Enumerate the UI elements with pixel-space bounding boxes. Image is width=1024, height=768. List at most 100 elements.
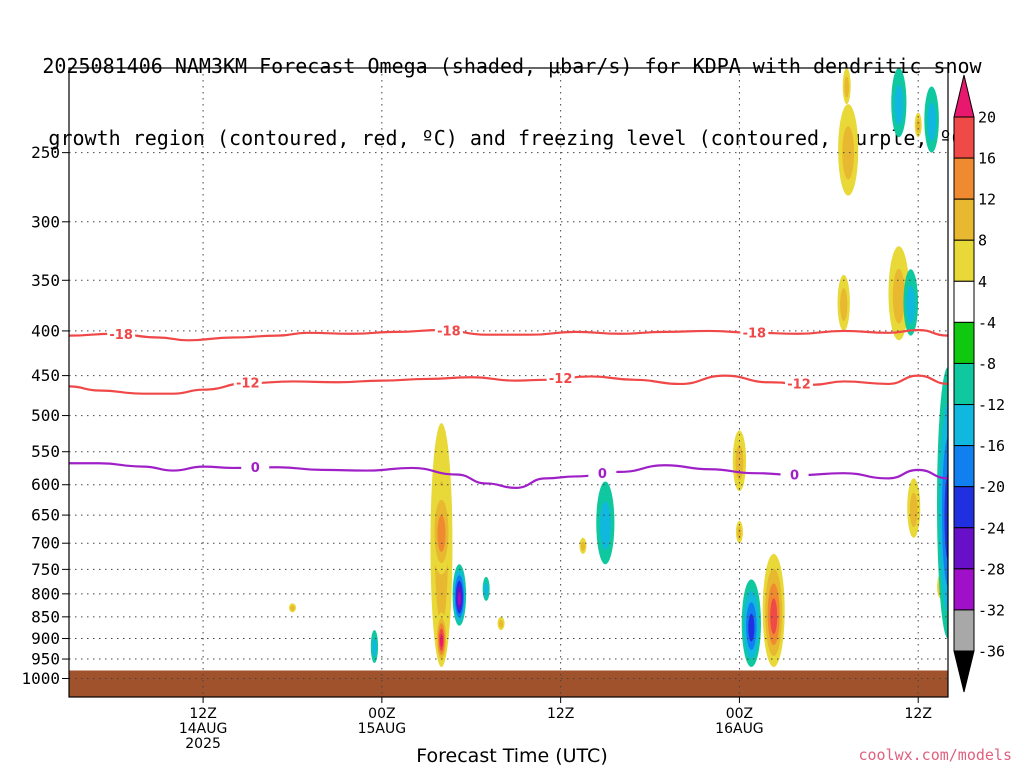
colorbar-label-7: -12: [978, 396, 1005, 414]
omega-area-4-level-1: [484, 582, 489, 597]
ytick-label-1000: 1000: [21, 669, 60, 688]
colorbar-top-arrow: [953, 74, 975, 118]
colorbar-label-8: -16: [978, 437, 1005, 455]
contour-label-bg-1-2: [785, 376, 814, 391]
ytick-label-250: 250: [31, 143, 60, 162]
colorbar-bin-2: [953, 198, 975, 241]
colorbar-bin-5: [953, 321, 975, 364]
contour-line-0-2: [69, 462, 948, 489]
credit-link[interactable]: coolwx.com/models: [858, 746, 1012, 764]
omega-area-14-level-1: [844, 76, 850, 98]
xtick-label-4-0: 12Z: [905, 706, 932, 722]
ytick-label-300: 300: [31, 212, 60, 231]
contour-label-bg-2-2: [780, 467, 809, 482]
omega-area-2-level-4: [440, 633, 443, 648]
contour-label--18-2: -18: [743, 326, 767, 341]
omega-area-6-level-1: [499, 619, 504, 628]
ytick-label-900: 900: [31, 629, 60, 648]
omega-area-22-level-1: [909, 492, 918, 528]
colorbar-bin-1: [953, 157, 975, 200]
omega-area-3-level-5: [457, 591, 461, 606]
colorbar-label-2: 12: [978, 191, 996, 209]
omega-area-19-level-1: [906, 285, 916, 324]
omega-area-12-level-3: [748, 613, 755, 642]
xtick-label-2-0: 12Z: [547, 706, 574, 722]
colorbar: 20 16 12 8 4 -4 -8 -12 -16 -20 -24 -28 -32 -36: [953, 74, 1005, 693]
colorbar-label-12: -32: [978, 601, 1005, 619]
colorbar-bin-8: [953, 445, 975, 488]
ytick-label-700: 700: [31, 534, 60, 553]
colorbar-label-1: 16: [978, 150, 996, 168]
omega-area-18-level-1: [894, 84, 904, 125]
contour-label-bg-0-1: [434, 323, 463, 338]
colorbar-label-5: -4: [978, 314, 996, 332]
colorbar-label-3: 8: [978, 232, 987, 250]
omega-area-9-level-1: [580, 541, 586, 552]
colorbar-label-9: -20: [978, 478, 1005, 496]
terrain-layer: [69, 670, 948, 697]
contour-label-bg-1-1: [546, 371, 575, 386]
ytick-label-850: 850: [31, 607, 60, 626]
colorbar-label-13: -36: [978, 643, 1005, 661]
ytick-label-500: 500: [31, 406, 60, 425]
omega-shading-layer: [288, 68, 948, 667]
contour-layer: -18 -18 -18 -12 -12 -12 0 0 0: [69, 323, 948, 489]
contour-line--18-0: [69, 328, 948, 342]
colorbar-bottom-arrow: [953, 650, 975, 693]
ytick-label-950: 950: [31, 650, 60, 669]
colorbar-bin-9: [953, 486, 975, 529]
x-axis-title: Forecast Time (UTC): [416, 745, 608, 767]
ytick-label-550: 550: [31, 442, 60, 461]
chart-title-line-1: 2025081406 NAM3KM Forecast Omega (shaded…: [42, 54, 982, 78]
colorbar-bin-11: [953, 568, 975, 611]
omega-area-20-level-1: [916, 118, 921, 133]
contour-label--18-1: -18: [437, 324, 461, 339]
contour-line--12-1: [69, 374, 948, 395]
colorbar-bin-12: [953, 609, 975, 652]
omega-area-17-level-1: [892, 268, 905, 324]
xtick-label-1-0: 00Z: [368, 706, 395, 722]
xtick-label-1-1: 15AUG: [358, 721, 407, 737]
contour-label--12-1: -12: [549, 372, 573, 387]
omega-area-5-level-1: [372, 637, 377, 658]
contour-label--12-0: -12: [236, 377, 260, 392]
omega-area-15-level-1: [842, 126, 855, 180]
colorbar-bin-4: [953, 280, 975, 323]
contour-label-bg-2-1: [588, 466, 617, 481]
colorbar-label-6: -8: [978, 355, 996, 373]
omega-area-24-level-3: [944, 473, 948, 560]
xtick-label-0-1: 14AUG: [179, 721, 228, 737]
colorbar-label-11: -28: [978, 560, 1005, 578]
omega-area-16-level-1: [840, 288, 848, 321]
contour-label--12-2: -12: [787, 377, 811, 392]
y-axis: 250 300 350 400 450 500 550 600 650 700 750 800 850 9…: [21, 143, 69, 688]
colorbar-label-4: 4: [978, 273, 987, 291]
ytick-label-600: 600: [31, 475, 60, 494]
omega-area-7-level-1: [290, 605, 295, 611]
contour-label-0-1: 0: [598, 467, 607, 482]
plot-frame: [68, 67, 949, 698]
omega-area-1-level-2: [437, 515, 446, 552]
contour-label-bg-2-0: [241, 460, 270, 475]
omega-area-21-level-1: [927, 102, 936, 141]
colorbar-bin-6: [953, 362, 975, 406]
colorbar-label-10: -24: [978, 519, 1005, 537]
terrain-surface: [69, 670, 948, 697]
omega-area-13-level-3: [770, 598, 778, 635]
ytick-label-400: 400: [31, 321, 60, 340]
colorbar-bin-0: [953, 116, 975, 159]
colorbar-bin-7: [953, 404, 975, 447]
ytick-label-800: 800: [31, 584, 60, 603]
contour-label-0-2: 0: [790, 468, 799, 483]
contour-label--18-0: -18: [109, 328, 133, 343]
ytick-label-650: 650: [31, 506, 60, 525]
ytick-label-750: 750: [31, 560, 60, 579]
omega-area-8-level-1: [600, 501, 611, 550]
xtick-label-0-2: 2025: [185, 736, 221, 752]
grid-layer: [69, 68, 948, 697]
xtick-label-3-0: 00Z: [726, 706, 753, 722]
omega-area-11-level-1: [737, 526, 742, 540]
contour-label-bg-0-0: [107, 327, 136, 342]
